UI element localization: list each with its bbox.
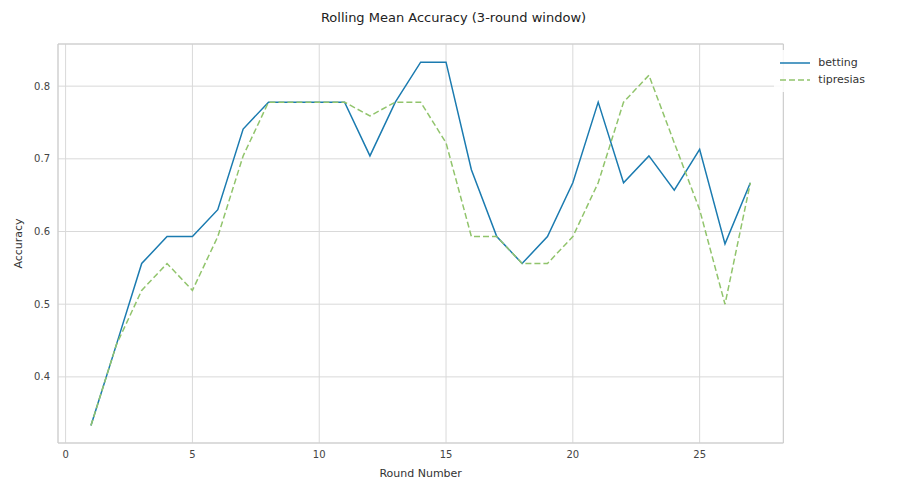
- svg-text:0.5: 0.5: [34, 299, 50, 310]
- svg-text:0.7: 0.7: [34, 153, 50, 164]
- svg-text:Round Number: Round Number: [379, 467, 462, 480]
- svg-text:0: 0: [62, 449, 68, 460]
- svg-text:0.4: 0.4: [34, 371, 50, 382]
- html-text:Rolling Mean Accuracy (3-round: Rolling Mean Accuracy (3-round window): [320, 10, 587, 25]
- html-text:betting: betting: [818, 56, 858, 69]
- svg-text:20: 20: [566, 449, 579, 460]
- svg-text:25: 25: [693, 449, 706, 460]
- svg-text:Accuracy: Accuracy: [12, 218, 25, 269]
- svg-text:10: 10: [313, 449, 326, 460]
- html-text:tipresias: tipresias: [818, 73, 865, 86]
- svg-text:0.6: 0.6: [34, 226, 50, 237]
- svg-text:15: 15: [440, 449, 453, 460]
- svg-text:0.8: 0.8: [34, 81, 50, 92]
- svg-text:5: 5: [189, 449, 195, 460]
